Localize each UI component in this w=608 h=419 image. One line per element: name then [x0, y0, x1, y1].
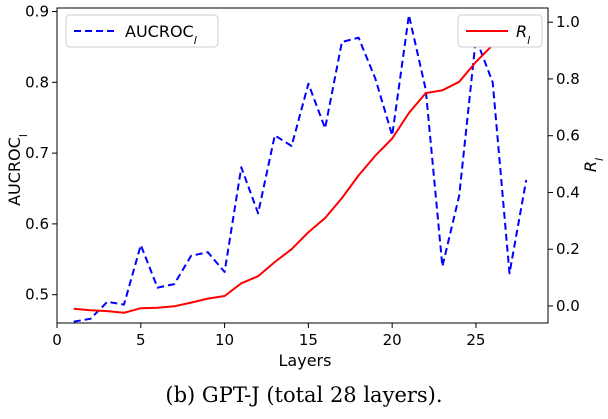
svg-text:AUCROCl: AUCROCl — [125, 22, 197, 47]
x-tick-label: 10 — [215, 331, 234, 349]
legend-r-sub: l — [527, 34, 530, 47]
x-tick-label: 25 — [466, 331, 485, 349]
figure-caption: (b) GPT-J (total 28 layers). — [165, 383, 443, 407]
legend-r-label: R — [516, 22, 527, 41]
left-y-tick-label: 0.8 — [25, 73, 49, 91]
x-axis-ticks: 0 5 10 15 20 25 — [52, 323, 485, 349]
right-y-tick-label: 0.8 — [556, 70, 580, 88]
left-y-tick-label: 0.7 — [25, 144, 49, 162]
x-tick-label: 15 — [299, 331, 318, 349]
left-y-tick-label: 0.5 — [25, 286, 49, 304]
svg-text:Rl: Rl — [581, 158, 606, 172]
right-y-tick-label: 1.0 — [556, 13, 580, 31]
x-axis-label: Layers — [279, 351, 332, 370]
r-series-line — [73, 28, 527, 314]
legend-aucroc-label: AUCROC — [125, 22, 194, 41]
right-y-tick-label: 0.0 — [556, 297, 580, 315]
x-tick-label: 0 — [52, 331, 62, 349]
aucroc-series-line — [73, 14, 528, 323]
right-y-axis-ticks: 0.0 0.2 0.4 0.6 0.8 1.0 — [548, 13, 580, 315]
svg-text:AUCROCl: AUCROCl — [5, 134, 30, 206]
x-tick-label: 5 — [136, 331, 146, 349]
right-y-tick-label: 0.6 — [556, 127, 580, 145]
left-y-axis-label: AUCROCl — [5, 134, 30, 206]
legend-aucroc: AUCROCl — [65, 14, 219, 48]
legend-r: Rl — [457, 14, 543, 48]
left-y-tick-label: 0.6 — [25, 215, 49, 233]
legend-aucroc-sub: l — [194, 34, 197, 47]
legend-aucroc-box — [65, 14, 219, 48]
right-y-axis-label: Rl — [581, 158, 606, 172]
right-y-tick-label: 0.4 — [556, 183, 580, 201]
left-y-axis-ticks: 0.5 0.6 0.7 0.8 0.9 — [25, 3, 57, 304]
svg-text:Rl: Rl — [516, 22, 530, 47]
plot-frame — [56, 7, 549, 324]
series-layer — [73, 14, 528, 323]
left-y-tick-label: 0.9 — [25, 3, 49, 21]
right-y-tick-label: 0.2 — [556, 240, 580, 258]
x-tick-label: 20 — [383, 331, 402, 349]
